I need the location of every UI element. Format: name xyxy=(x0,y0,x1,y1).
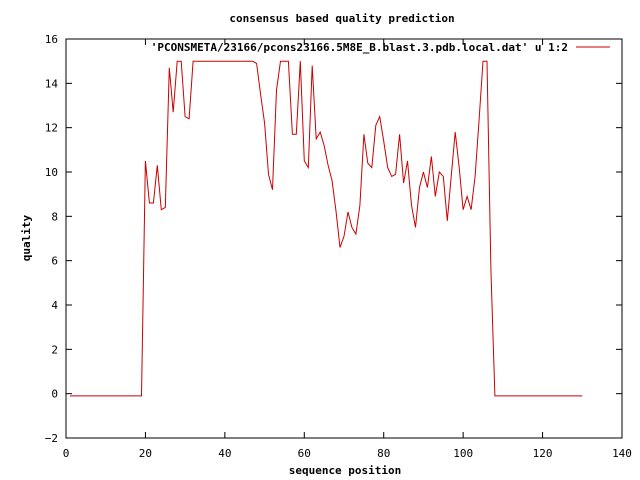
y-tick-label: 14 xyxy=(45,77,59,90)
y-tick-label: 6 xyxy=(51,255,58,268)
y-axis: −2 0 2 4 6 8 10 12 14 16 xyxy=(45,33,622,445)
y-tick-label: −2 xyxy=(45,432,58,445)
x-tick-label: 140 xyxy=(612,447,632,460)
x-tick-label: 120 xyxy=(533,447,553,460)
legend-label: 'PCONSMETA/23166/pcons23166.5M8E_B.blast… xyxy=(151,41,568,54)
y-tick-label: 8 xyxy=(51,210,58,223)
series-line xyxy=(70,60,583,397)
x-tick-label: 0 xyxy=(63,447,70,460)
y-tick-label: 12 xyxy=(45,122,58,135)
x-axis-label: sequence position xyxy=(289,464,402,477)
legend: 'PCONSMETA/23166/pcons23166.5M8E_B.blast… xyxy=(151,41,610,54)
y-tick-label: 16 xyxy=(45,33,58,46)
x-tick-label: 40 xyxy=(218,447,231,460)
x-tick-label: 60 xyxy=(298,447,311,460)
x-tick-label: 100 xyxy=(453,447,473,460)
x-axis: 0 20 40 60 80 100 120 140 xyxy=(63,39,632,460)
y-tick-label: 10 xyxy=(45,166,58,179)
x-tick-label: 20 xyxy=(139,447,152,460)
y-axis-label: quality xyxy=(20,214,33,261)
plot-frame xyxy=(65,38,623,439)
y-tick-label: 4 xyxy=(51,299,58,312)
y-tick-label: 0 xyxy=(51,388,58,401)
x-tick-label: 80 xyxy=(377,447,390,460)
y-tick-label: 2 xyxy=(51,343,58,356)
chart-title: consensus based quality prediction xyxy=(229,12,454,25)
